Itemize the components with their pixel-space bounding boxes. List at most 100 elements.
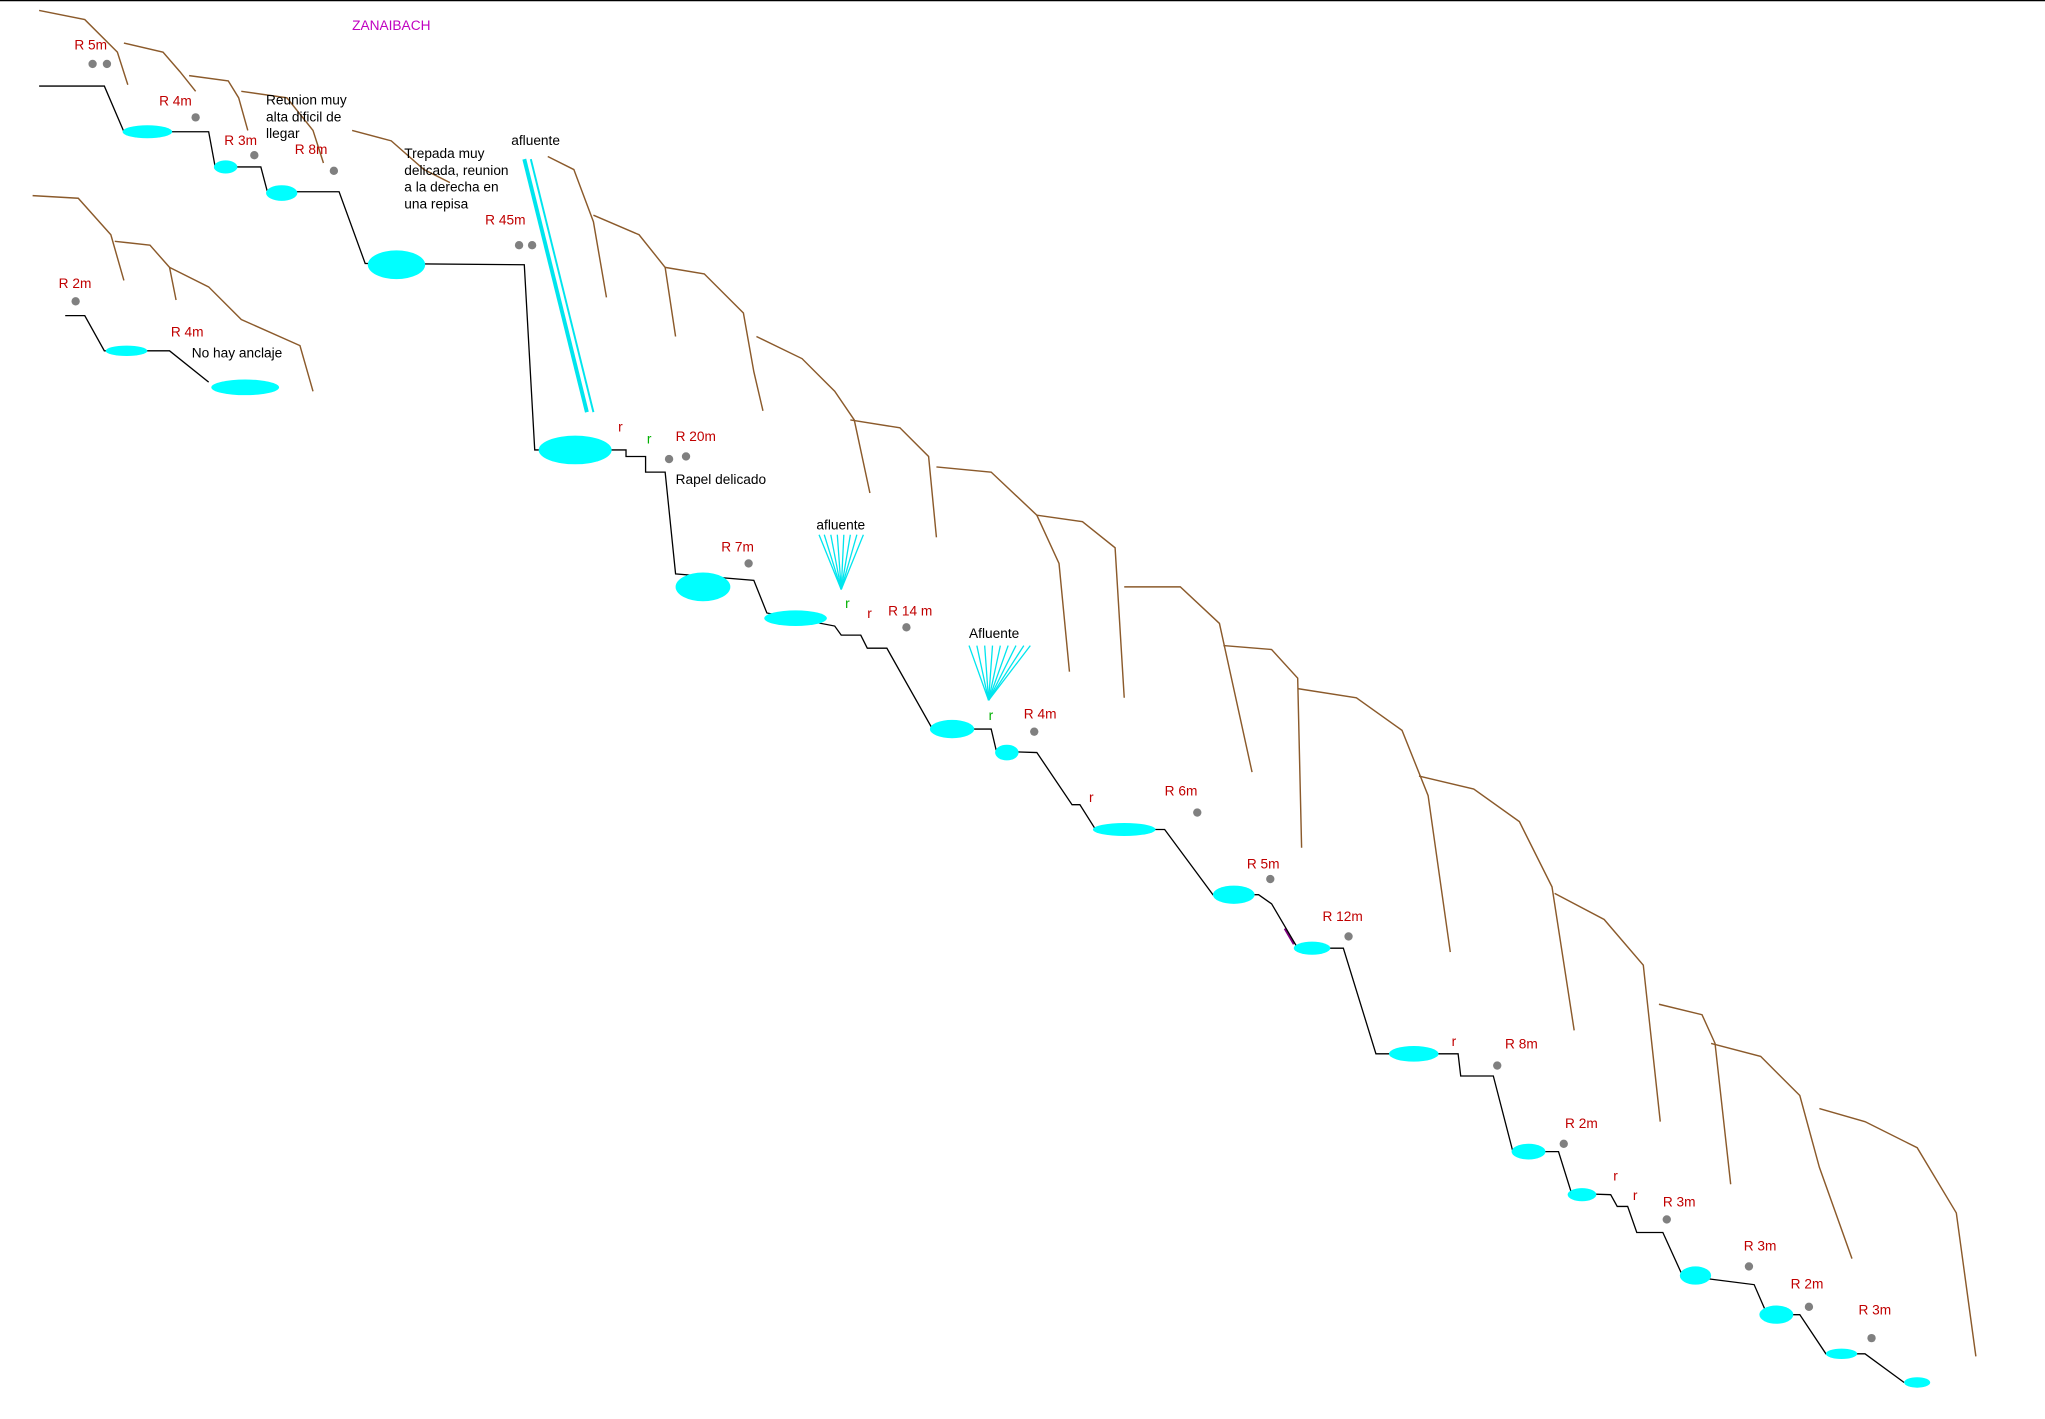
- wall-line: [32, 194, 125, 281]
- anchor: [744, 559, 753, 568]
- note-text: Reunion muy: [266, 92, 347, 107]
- wall-line: [1297, 687, 1451, 953]
- rappel-label: R 5m: [1247, 857, 1280, 872]
- note-text: afluente: [511, 133, 560, 148]
- anchor: [1662, 1215, 1671, 1224]
- marker-label: r: [1613, 1168, 1618, 1183]
- note-text: Trepada muy: [404, 146, 484, 161]
- tributary-line: [987, 645, 1001, 701]
- pool: [367, 250, 426, 280]
- wall-line: [169, 266, 314, 392]
- anchor: [102, 59, 112, 69]
- marker-label: r: [1633, 1188, 1638, 1203]
- marker-label: r: [845, 596, 850, 611]
- pool: [266, 185, 298, 201]
- note-text: Rapel delicado: [676, 472, 767, 487]
- rappel-label: R 4m: [1024, 707, 1057, 722]
- note-text: una repisa: [404, 197, 468, 212]
- wall-line: [850, 419, 938, 538]
- anchor: [329, 166, 339, 176]
- tributary-line: [984, 645, 990, 701]
- wall-line: [1124, 586, 1253, 773]
- pool: [995, 744, 1019, 761]
- note-text: afluente: [816, 518, 865, 533]
- rappel-label: R 14 m: [888, 604, 932, 619]
- rappel-label: R 7m: [721, 540, 754, 555]
- note-text: llegar: [266, 126, 300, 141]
- wall-line: [351, 129, 451, 184]
- tributary-line: [840, 534, 864, 590]
- rappel-label: R 12m: [1322, 909, 1362, 924]
- tributary-line: [840, 534, 858, 590]
- wall-line: [189, 74, 249, 131]
- pool: [1212, 885, 1255, 904]
- detail: [1283, 928, 1295, 945]
- rappel-label: R 8m: [295, 142, 328, 157]
- wall-line: [1554, 892, 1661, 1122]
- note-text: Afluente: [969, 626, 1019, 641]
- tributary-line: [840, 534, 851, 590]
- anchor: [664, 454, 674, 464]
- pool: [538, 435, 612, 465]
- wall-line: [547, 155, 608, 298]
- pool: [1092, 822, 1156, 837]
- tributary-line: [988, 645, 1017, 701]
- pool: [122, 125, 173, 139]
- tributary-line: [836, 534, 842, 590]
- tributary-line: [840, 534, 845, 590]
- marker-label: r: [1089, 790, 1094, 805]
- anchor: [88, 59, 97, 69]
- waterfall: [529, 158, 595, 413]
- wall-line: [1223, 644, 1303, 848]
- wall-line: [38, 9, 129, 85]
- pool: [213, 160, 238, 174]
- marker-label: r: [647, 431, 652, 446]
- profile-line: [39, 85, 1905, 1384]
- pool: [105, 345, 148, 357]
- wall-line: [1658, 1003, 1732, 1185]
- rappel-label: R 3m: [1858, 1303, 1891, 1318]
- note-text: No hay anclaje: [192, 345, 283, 360]
- anchor: [681, 452, 691, 461]
- rappel-label: R 2m: [1791, 1277, 1824, 1292]
- anchor: [1030, 727, 1039, 736]
- pool: [929, 719, 975, 739]
- wall-line: [1036, 514, 1125, 698]
- note-text: alta dificil de: [266, 109, 341, 124]
- anchor: [1266, 874, 1275, 884]
- wall-line: [1418, 775, 1575, 1031]
- pool: [211, 379, 280, 396]
- rappel-label: R 3m: [224, 133, 257, 148]
- anchor: [1193, 808, 1202, 817]
- rappel-label: R 3m: [1744, 1239, 1777, 1254]
- pool: [675, 572, 731, 602]
- pool: [1904, 1377, 1931, 1388]
- tributary-line: [988, 645, 1025, 701]
- wall-line: [1819, 1107, 1977, 1357]
- anchor: [1804, 1302, 1814, 1312]
- anchor: [1344, 932, 1353, 941]
- tributary-line: [830, 534, 842, 590]
- rappel-label: R 2m: [1565, 1116, 1598, 1131]
- anchor: [250, 151, 259, 160]
- wall-line: [123, 42, 197, 92]
- note-text: delicada, reunion: [404, 163, 508, 178]
- wall-line: [665, 266, 764, 411]
- anchor: [527, 241, 537, 250]
- pool: [1759, 1305, 1794, 1324]
- anchor: [514, 241, 524, 250]
- rappel-label: R 2m: [59, 276, 92, 291]
- wall-line: [241, 90, 325, 164]
- rappel-label: R 3m: [1663, 1194, 1696, 1209]
- tributary-line: [823, 534, 842, 590]
- rappel-label: R 6m: [1165, 784, 1198, 799]
- rappel-label: R 20m: [676, 429, 716, 444]
- anchor: [1493, 1061, 1502, 1070]
- profile-line: [65, 314, 210, 383]
- anchor: [1867, 1333, 1876, 1343]
- pool: [1388, 1045, 1439, 1062]
- pool: [1679, 1266, 1712, 1285]
- pool: [1511, 1143, 1546, 1160]
- wall-line: [936, 466, 1071, 672]
